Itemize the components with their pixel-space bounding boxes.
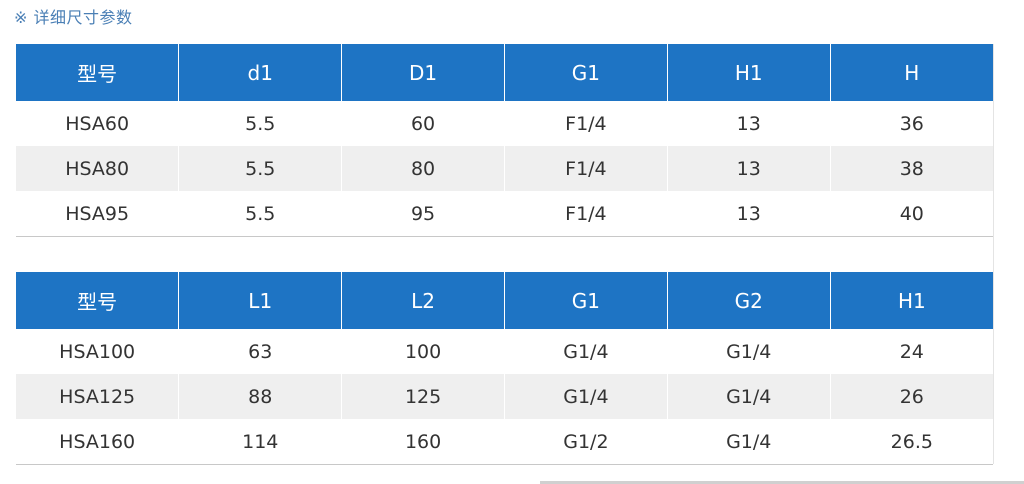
table-cell: 160 [341, 419, 505, 465]
table-cell: 13 [667, 191, 831, 237]
table-cell: 26.5 [830, 419, 993, 465]
table-cell: 36 [830, 101, 993, 146]
table-cell: F1/4 [504, 191, 668, 237]
table-cell: G1/4 [504, 329, 668, 374]
header-cell-D1: D1 [341, 44, 505, 101]
horizontal-scrollbar[interactable] [540, 481, 1024, 484]
table-cell: 125 [341, 374, 505, 419]
table-cell: 5.5 [178, 146, 343, 191]
header-cell-H: H [830, 44, 993, 101]
table-cell: 5.5 [178, 191, 343, 237]
table-row: HSA125 88 125 G1/4 G1/4 26 [16, 374, 993, 419]
spec-table-1: 型号 d1 D1 G1 H1 H HSA60 5.5 60 F1/4 13 36… [16, 44, 993, 237]
table-row: HSA160 114 160 G1/2 G1/4 26.5 [16, 419, 993, 465]
table-header-row: 型号 d1 D1 G1 H1 H [16, 44, 993, 101]
table-cell: 38 [830, 146, 993, 191]
table-header-row: 型号 L1 L2 G1 G2 H1 [16, 272, 993, 329]
header-cell-G1: G1 [504, 44, 668, 101]
header-cell-G1: G1 [504, 272, 668, 329]
table-cell: HSA95 [16, 191, 180, 237]
table-cell: HSA125 [16, 374, 180, 419]
header-cell-G2: G2 [667, 272, 831, 329]
table-cell: HSA160 [16, 419, 180, 465]
header-cell-L2: L2 [341, 272, 505, 329]
table-cell: 13 [667, 146, 831, 191]
table-cell: HSA80 [16, 146, 180, 191]
table-cell: G1/4 [504, 374, 668, 419]
header-cell-H1: H1 [830, 272, 993, 329]
table-row: HSA60 5.5 60 F1/4 13 36 [16, 101, 993, 146]
table-cell: 40 [830, 191, 993, 237]
section-title: ※ 详细尺寸参数 [14, 8, 133, 27]
table-cell: G1/2 [504, 419, 668, 465]
table-cell: 13 [667, 101, 831, 146]
table-cell: 95 [341, 191, 505, 237]
table-row: HSA100 63 100 G1/4 G1/4 24 [16, 329, 993, 374]
table-cell: 5.5 [178, 101, 343, 146]
header-cell-d1: d1 [178, 44, 343, 101]
table-row: HSA80 5.5 80 F1/4 13 38 [16, 146, 993, 191]
header-cell-L1: L1 [178, 272, 343, 329]
table-cell: G1/4 [667, 329, 831, 374]
table-cell: G1/4 [667, 374, 831, 419]
table-cell: F1/4 [504, 146, 668, 191]
header-cell-H1: H1 [667, 44, 831, 101]
table-cell: 80 [341, 146, 505, 191]
table-cell: 26 [830, 374, 993, 419]
table-cell: 24 [830, 329, 993, 374]
table-cell: 60 [341, 101, 505, 146]
header-cell-model: 型号 [16, 44, 180, 101]
table-cell: G1/4 [667, 419, 831, 465]
table-cell: F1/4 [504, 101, 668, 146]
table-cell: HSA100 [16, 329, 180, 374]
table-cell: HSA60 [16, 101, 180, 146]
table-cell: 114 [178, 419, 343, 465]
table-row: HSA95 5.5 95 F1/4 13 40 [16, 191, 993, 237]
spec-table-2: 型号 L1 L2 G1 G2 H1 HSA100 63 100 G1/4 G1/… [16, 272, 993, 465]
header-cell-model: 型号 [16, 272, 180, 329]
table-cell: 63 [178, 329, 343, 374]
table-cell: 88 [178, 374, 343, 419]
right-edge-divider [993, 44, 994, 464]
table-cell: 100 [341, 329, 505, 374]
